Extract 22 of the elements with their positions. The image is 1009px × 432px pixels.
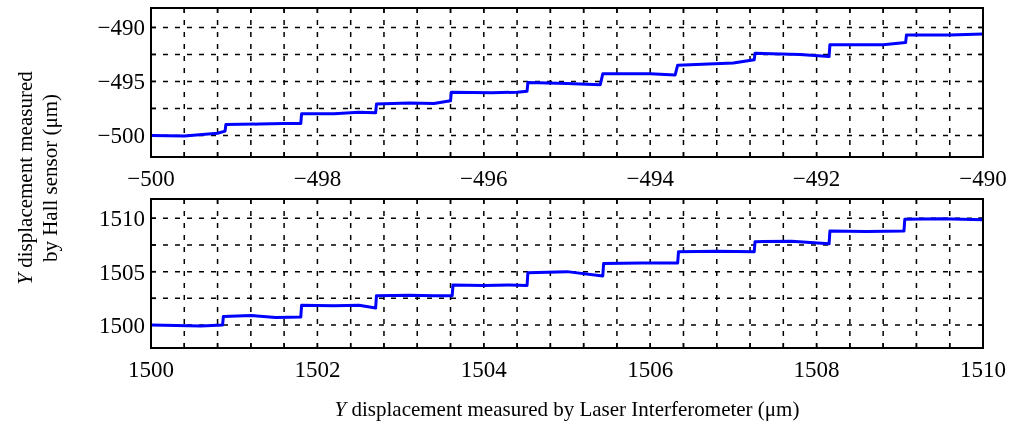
y-axis-title: Y displacement measured by Hall sensor (μm) [13, 70, 62, 285]
y-tick-label: 1510 [99, 206, 145, 232]
x-tick-label: 1504 [460, 357, 508, 382]
x-tick-label: −498 [293, 166, 342, 191]
y-tick-label: 1505 [99, 259, 145, 285]
x-tick-label: −500 [127, 166, 175, 191]
x-tick-label: 1502 [294, 357, 341, 382]
y-tick-label: 1500 [99, 313, 145, 339]
x-tick-label: 1510 [960, 357, 1006, 382]
x-tick-label: 1506 [627, 357, 674, 382]
x-tick-label: −492 [792, 166, 841, 191]
y-tick-label: −500 [97, 123, 145, 149]
x-tick-label: −490 [959, 166, 1007, 191]
line-series [149, 32, 985, 138]
line-series [149, 217, 985, 328]
x-axis-title: Y displacement measured by Laser Interferometer (μm) [334, 397, 800, 421]
y-tick-label: −490 [97, 15, 145, 41]
x-tick-label: 1508 [793, 357, 840, 382]
y-tick-label: −495 [97, 69, 145, 95]
x-tick-label: −494 [626, 166, 675, 191]
x-tick-label: −496 [460, 166, 508, 191]
x-tick-label: 1500 [128, 357, 174, 382]
